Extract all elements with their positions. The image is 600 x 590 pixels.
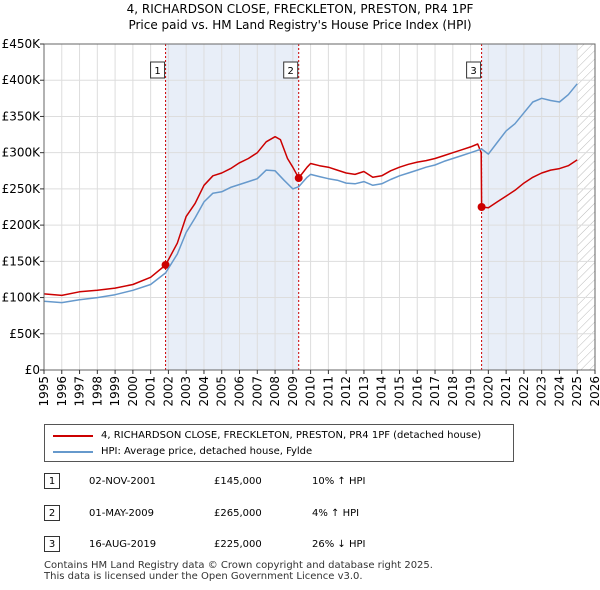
x-tick-label: 2014 xyxy=(375,376,389,407)
x-tick-label: 2021 xyxy=(499,376,513,407)
x-tick-label: 2003 xyxy=(179,376,193,407)
y-tick-label: £0 xyxy=(25,363,40,377)
x-tick-label: 2006 xyxy=(233,376,247,407)
x-tick-label: 2000 xyxy=(126,376,140,407)
x-tick-label: 2008 xyxy=(268,376,282,407)
sale-marker-label: 3 xyxy=(470,66,476,77)
x-tick-label: 2022 xyxy=(517,376,531,407)
sale-marker-label: 2 xyxy=(288,66,294,77)
y-tick-label: £200K xyxy=(2,218,42,232)
shade-layer xyxy=(44,44,595,370)
sale-point xyxy=(294,174,303,183)
transaction-hpi-change: 10% ↑ HPI xyxy=(312,476,366,487)
x-tick-label: 2007 xyxy=(250,376,264,407)
transaction-date: 01-MAY-2009 xyxy=(89,508,155,519)
x-tick-label: 2001 xyxy=(144,376,158,407)
legend-hpi-label: HPI: Average price, detached house, Fyld… xyxy=(101,446,313,457)
transaction-price: £265,000 xyxy=(214,508,262,519)
transaction-number: 1 xyxy=(44,473,60,489)
y-tick-label: £50K xyxy=(9,327,41,341)
x-tick-label: 2024 xyxy=(552,376,566,407)
x-tick-label: 2012 xyxy=(339,376,353,407)
marker-layer: 1 2 3 xyxy=(150,44,483,370)
sale-marker-box xyxy=(466,61,482,79)
future-hatch xyxy=(577,44,595,370)
x-tick-label: 2015 xyxy=(392,376,406,407)
transaction-date: 16-AUG-2019 xyxy=(89,539,157,550)
x-tick-label: 2013 xyxy=(357,376,371,407)
y-tick-label: £150K xyxy=(2,254,42,268)
transaction-hpi-change: 4% ↑ HPI xyxy=(312,508,360,519)
legend-property-label: 4, RICHARDSON CLOSE, FRECKLETON, PRESTON… xyxy=(101,430,482,441)
x-tick-label: 2018 xyxy=(446,376,460,407)
price-chart: 4, RICHARDSON CLOSE, FRECKLETON, PRESTON… xyxy=(2,2,600,407)
series-layer xyxy=(43,83,578,304)
sale-marker-box xyxy=(283,61,299,79)
x-tick-label: 2020 xyxy=(481,376,495,407)
axis-layer: £0 £50K £100K £150K £200K £250K £300K £350K £400… xyxy=(2,37,600,407)
x-tick-label: 1999 xyxy=(108,376,122,407)
transaction-price: £225,000 xyxy=(214,539,262,550)
y-tick-label: £300K xyxy=(2,146,42,160)
legend-property-swatch xyxy=(53,435,93,437)
sale-point xyxy=(161,260,170,269)
x-tick-label: 1995 xyxy=(37,376,51,407)
x-tick-label: 2017 xyxy=(428,376,442,407)
x-tick-label: 2025 xyxy=(570,376,584,407)
transaction-number: 3 xyxy=(44,536,60,552)
chart-legend: 4, RICHARDSON CLOSE, FRECKLETON, PRESTON… xyxy=(44,424,514,462)
sale-marker-label: 1 xyxy=(154,66,160,77)
transaction-hpi-change: 26% ↓ HPI xyxy=(312,539,366,550)
x-tick-label: 2019 xyxy=(464,376,478,407)
x-tick-label: 2016 xyxy=(410,376,424,407)
x-tick-label: 2026 xyxy=(588,376,600,407)
transaction-date: 02-NOV-2001 xyxy=(89,476,156,487)
x-tick-label: 2011 xyxy=(321,376,335,407)
x-tick-label: 2009 xyxy=(286,376,300,407)
hpi-line xyxy=(43,83,578,304)
y-tick-label: £400K xyxy=(2,73,42,87)
sale-point xyxy=(477,203,486,211)
sale-marker-box xyxy=(150,61,166,79)
y-tick-label: £350K xyxy=(2,109,42,123)
x-tick-label: 2010 xyxy=(304,376,318,407)
x-tick-label: 2023 xyxy=(535,376,549,407)
y-tick-label: £100K xyxy=(2,291,42,305)
y-tick-label: £250K xyxy=(2,182,42,196)
footer-license: This data is licensed under the Open Gov… xyxy=(44,571,363,582)
footer-notice: Contains HM Land Registry data © Crown c… xyxy=(44,560,433,582)
x-tick-label: 1997 xyxy=(73,376,87,407)
property-price-line xyxy=(43,135,578,297)
x-tick-label: 2004 xyxy=(197,376,211,407)
legend-hpi-swatch xyxy=(53,451,93,453)
ownership-shade xyxy=(165,44,299,370)
x-tick-label: 2005 xyxy=(215,376,229,407)
y-tick-label: £450K xyxy=(2,37,42,51)
ownership-shade xyxy=(481,44,578,370)
transaction-price: £145,000 xyxy=(214,476,262,487)
chart-title-line2: Price paid vs. HM Land Registry's House … xyxy=(128,18,471,32)
footer-copyright: Contains HM Land Registry data © Crown c… xyxy=(44,560,433,571)
plot-frame xyxy=(43,43,596,371)
transaction-number: 2 xyxy=(44,505,60,521)
x-tick-label: 2002 xyxy=(161,376,175,407)
x-tick-label: 1996 xyxy=(55,376,69,407)
chart-title-line1: 4, RICHARDSON CLOSE, FRECKLETON, PRESTON… xyxy=(127,2,474,16)
x-tick-label: 1998 xyxy=(90,376,104,407)
